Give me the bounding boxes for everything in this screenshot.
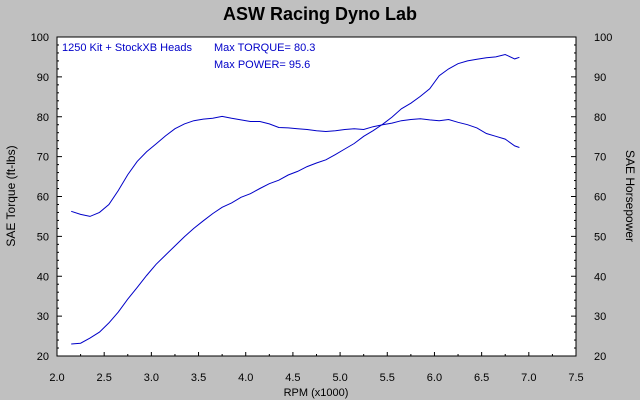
x-axis-label: RPM (x1000) <box>284 387 349 399</box>
x-tick-label: 5.5 <box>380 372 395 384</box>
annotation-line-3: Max POWER= 95.6 <box>214 59 310 71</box>
y-left-tick-label: 30 <box>37 311 49 323</box>
x-axis: 2.0 2.5 3.0 3.5 4.0 4.5 5.0 5.5 6.0 6.5 7.0 7.5 <box>49 352 584 384</box>
y-right-tick-label: 90 <box>594 72 606 84</box>
y-right-tick-label: 30 <box>594 311 606 323</box>
x-tick-label: 7.5 <box>568 372 583 384</box>
y-axis-left-label: SAE Torque (ft-lbs) <box>4 145 18 246</box>
y-axis-left: 20 30 40 50 60 70 80 90 100 <box>31 32 62 363</box>
y-right-tick-label: 100 <box>594 32 612 44</box>
x-tick-label: 6.0 <box>427 372 442 384</box>
annotation-line-1: 1250 Kit + StockXB Heads <box>62 42 192 54</box>
x-tick-label: 3.0 <box>144 372 159 384</box>
x-tick-label: 2.0 <box>49 372 64 384</box>
y-left-tick-label: 40 <box>37 271 49 283</box>
torque-line <box>71 115 520 217</box>
x-tick-label: 5.0 <box>332 372 347 384</box>
y-axis-right: 20 30 40 50 60 70 80 90 100 <box>571 32 612 363</box>
y-right-tick-label: 60 <box>594 192 606 204</box>
x-tick-label: 2.5 <box>97 372 112 384</box>
y-right-tick-label: 80 <box>594 112 606 124</box>
y-right-tick-label: 70 <box>594 152 606 164</box>
y-left-tick-label: 80 <box>37 112 49 124</box>
x-tick-label: 4.0 <box>238 372 253 384</box>
x-tick-label: 4.5 <box>285 372 300 384</box>
annotation-line-2: Max TORQUE= 80.3 <box>214 42 315 54</box>
plot-area <box>56 36 577 357</box>
y-axis-right-label: SAE Horsepower <box>623 150 637 242</box>
horsepower-line <box>71 53 520 345</box>
x-tick-label: 6.5 <box>474 372 489 384</box>
y-left-tick-label: 50 <box>37 231 49 243</box>
y-left-tick-label: 20 <box>37 351 49 363</box>
chart-title: ASW Racing Dyno Lab <box>223 4 417 24</box>
y-left-tick-label: 100 <box>31 32 49 44</box>
series-layer <box>71 53 520 345</box>
x-tick-label: 3.5 <box>191 372 206 384</box>
y-left-tick-label: 70 <box>37 152 49 164</box>
y-right-tick-label: 40 <box>594 271 606 283</box>
y-right-tick-label: 20 <box>594 351 606 363</box>
x-tick-label: 7.0 <box>521 372 536 384</box>
y-right-tick-label: 50 <box>594 231 606 243</box>
y-left-tick-label: 90 <box>37 72 49 84</box>
y-left-tick-label: 60 <box>37 192 49 204</box>
